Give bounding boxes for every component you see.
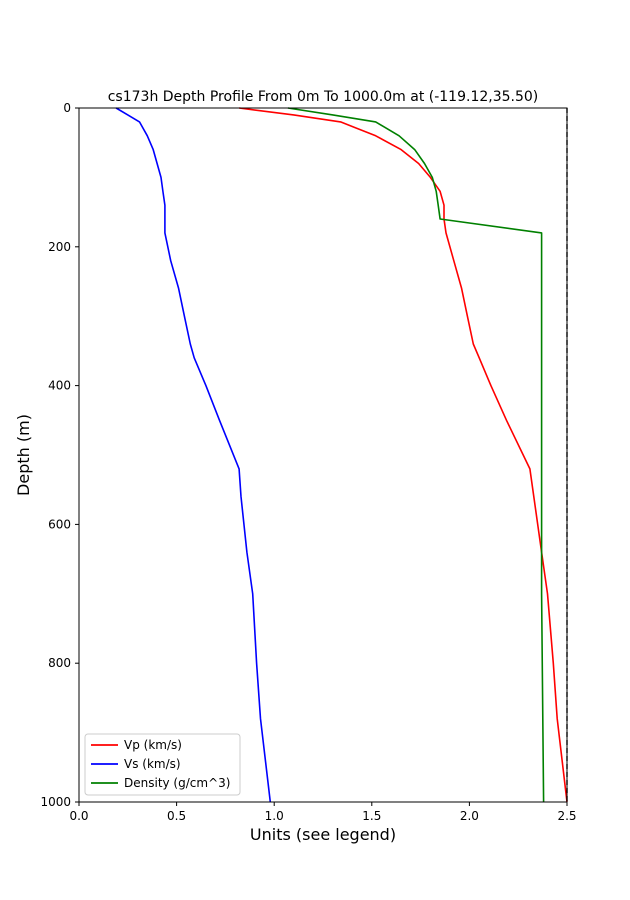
x-axis: 0.0 0.5 1.0 1.5 2.0 2.5 xyxy=(69,802,577,823)
legend-entry-label: Vp (km/s) xyxy=(124,738,182,752)
series-line-1 xyxy=(115,107,272,803)
y-tick-label: 200 xyxy=(48,240,71,254)
y-tick-label: 0 xyxy=(63,101,71,115)
legend-entry-label: Density (g/cm^3) xyxy=(124,776,230,790)
y-axis-label: Depth (m) xyxy=(14,414,33,496)
x-tick-label: 0.0 xyxy=(69,809,88,823)
plot-frame xyxy=(78,107,568,803)
legend: Vp (km/s) Vs (km/s) Density (g/cm^3) xyxy=(84,733,241,796)
y-tick-label: 400 xyxy=(48,379,71,393)
x-tick-label: 1.0 xyxy=(265,809,284,823)
x-tick-label: 0.5 xyxy=(167,809,186,823)
y-tick-label: 1000 xyxy=(40,795,71,809)
chart-title: cs173h Depth Profile From 0m To 1000.0m … xyxy=(108,89,539,105)
x-tick-label: 2.0 xyxy=(460,809,479,823)
x-tick-label: 1.5 xyxy=(362,809,381,823)
y-axis: 0 200 400 600 800 1000 xyxy=(40,101,79,809)
x-axis-label: Units (see legend) xyxy=(250,825,396,844)
series-line-2 xyxy=(287,107,545,803)
x-tick-label: 2.5 xyxy=(557,809,576,823)
legend-entry-label: Vs (km/s) xyxy=(124,757,181,771)
y-tick-label: 800 xyxy=(48,656,71,670)
y-tick-label: 600 xyxy=(48,517,71,531)
legend-box xyxy=(84,733,241,796)
